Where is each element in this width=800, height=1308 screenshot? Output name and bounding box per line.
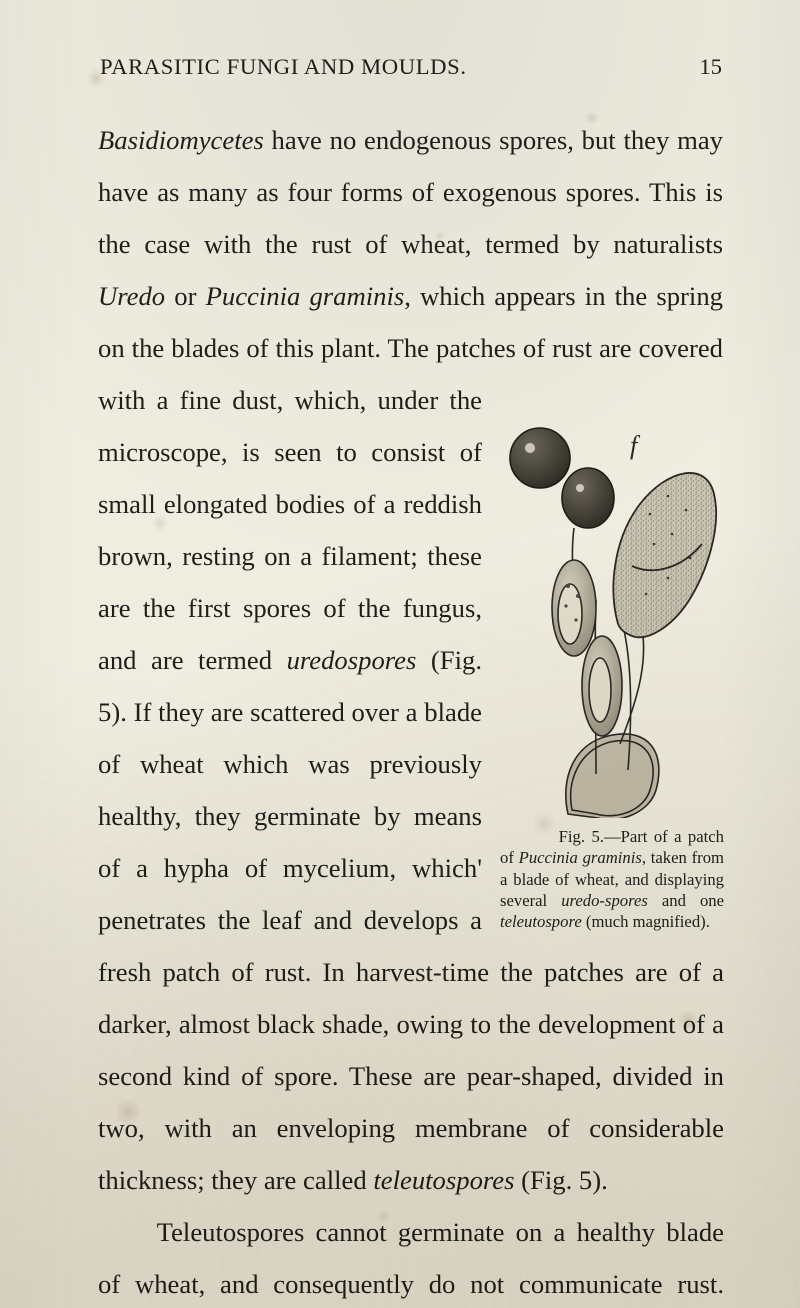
p1-i5: teleutospores	[373, 1165, 514, 1195]
p1-t2: or	[165, 281, 205, 311]
p1-lead-italic: Basidiomycetes	[98, 125, 264, 155]
page: PARASITIC FUNGI AND MOULDS. 15	[0, 0, 800, 1308]
figure-5-caption: Fig. 5.—Part of a patch of Puccinia gram…	[500, 826, 724, 933]
p1-t5: (Fig. 5).	[515, 1165, 608, 1195]
p2-text: Teleutospores cannot germinate on a heal…	[98, 1217, 724, 1308]
p1-i2: Uredo	[98, 281, 165, 311]
figure-5: f Fig. 5.—Part of a patch of Puccinia gr…	[500, 418, 724, 933]
p1-i3: Puccinia graminis	[206, 281, 405, 311]
page-number: 15	[699, 54, 722, 80]
figure-5-illustration: f	[500, 418, 724, 818]
running-head: PARASITIC FUNGI AND MOULDS. 15	[100, 54, 722, 80]
paragraph-1: f Fig. 5.—Part of a patch of Puccinia gr…	[98, 114, 724, 1206]
body-text: f Fig. 5.—Part of a patch of Puccinia gr…	[98, 114, 724, 1308]
paragraph-2: Teleutospores cannot germinate on a heal…	[98, 1206, 724, 1308]
p1-i4: uredospores	[287, 645, 417, 675]
figure-label-f: f	[630, 431, 641, 460]
running-title: PARASITIC FUNGI AND MOULDS.	[100, 54, 467, 80]
